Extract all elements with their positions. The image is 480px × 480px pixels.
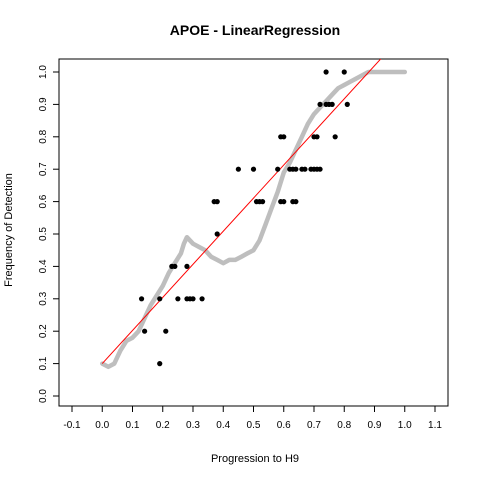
data-point xyxy=(250,166,257,172)
regression-line xyxy=(101,59,382,364)
y-tick-label: 1.0 xyxy=(38,65,49,79)
data-point xyxy=(184,263,190,269)
y-tick-label: 0.1 xyxy=(38,356,49,370)
smooth-curve xyxy=(100,69,408,370)
data-point xyxy=(341,69,347,75)
y-tick-label: 0.7 xyxy=(38,162,49,176)
x-tick-label: 1.0 xyxy=(398,420,412,431)
y-tick-label: 0.9 xyxy=(38,97,49,111)
x-tick-label: 0.4 xyxy=(216,420,230,431)
data-point xyxy=(138,296,145,302)
data-point xyxy=(275,166,281,172)
y-tick-label: 0.8 xyxy=(38,129,49,143)
x-tick-label: 0.3 xyxy=(186,420,200,431)
x-axis-label: Progression to H9 xyxy=(211,453,299,465)
plot-area: -0.1 0.0 0.1 0.2 0.3 0.4 0.5 0.6 0.7 0.8 0.9 1.0 1.1… xyxy=(38,58,449,431)
x-tick-label: -0.1 xyxy=(63,420,81,431)
data-point xyxy=(344,101,350,107)
data-point xyxy=(157,361,163,367)
x-tick-label: 0.0 xyxy=(95,420,109,431)
data-point xyxy=(317,166,323,172)
data-point xyxy=(214,199,220,205)
data-point xyxy=(214,231,220,237)
data-point xyxy=(235,166,241,172)
data-point xyxy=(293,199,299,205)
x-tick-label: 1.1 xyxy=(428,420,442,431)
data-point xyxy=(172,263,178,269)
data-point xyxy=(332,134,338,140)
data-point xyxy=(175,296,181,302)
data-point xyxy=(199,296,205,302)
x-tick-label: 0.2 xyxy=(156,420,170,431)
y-tick-label: 0.0 xyxy=(38,389,49,403)
x-tick-label: 0.9 xyxy=(368,420,382,431)
y-tick-label: 0.2 xyxy=(38,324,49,338)
x-tick-label: 0.6 xyxy=(277,420,291,431)
data-point xyxy=(281,199,287,205)
data-point xyxy=(314,134,320,140)
data-point xyxy=(329,101,335,107)
x-tick-label: 0.1 xyxy=(126,420,140,431)
x-tick-label: 0.5 xyxy=(247,420,261,431)
data-point xyxy=(317,101,323,107)
data-point xyxy=(163,328,169,334)
x-tick-label: 0.7 xyxy=(307,420,321,431)
x-tick-label: 0.8 xyxy=(337,420,351,431)
y-tick-label: 0.6 xyxy=(38,194,49,208)
data-point xyxy=(302,166,308,172)
y-tick-label: 0.4 xyxy=(38,259,49,273)
y-tick-label: 0.5 xyxy=(38,227,49,241)
y-axis-label: Frequency of Detection xyxy=(3,173,15,287)
data-point xyxy=(281,134,287,140)
chart-title: APOE - LinearRegression xyxy=(170,22,340,38)
data-point xyxy=(323,69,329,75)
data-point xyxy=(293,166,299,172)
data-point xyxy=(259,199,266,205)
data-point xyxy=(142,328,148,334)
y-tick-label: 0.3 xyxy=(38,291,49,305)
data-point xyxy=(190,296,196,302)
data-point xyxy=(157,296,163,302)
